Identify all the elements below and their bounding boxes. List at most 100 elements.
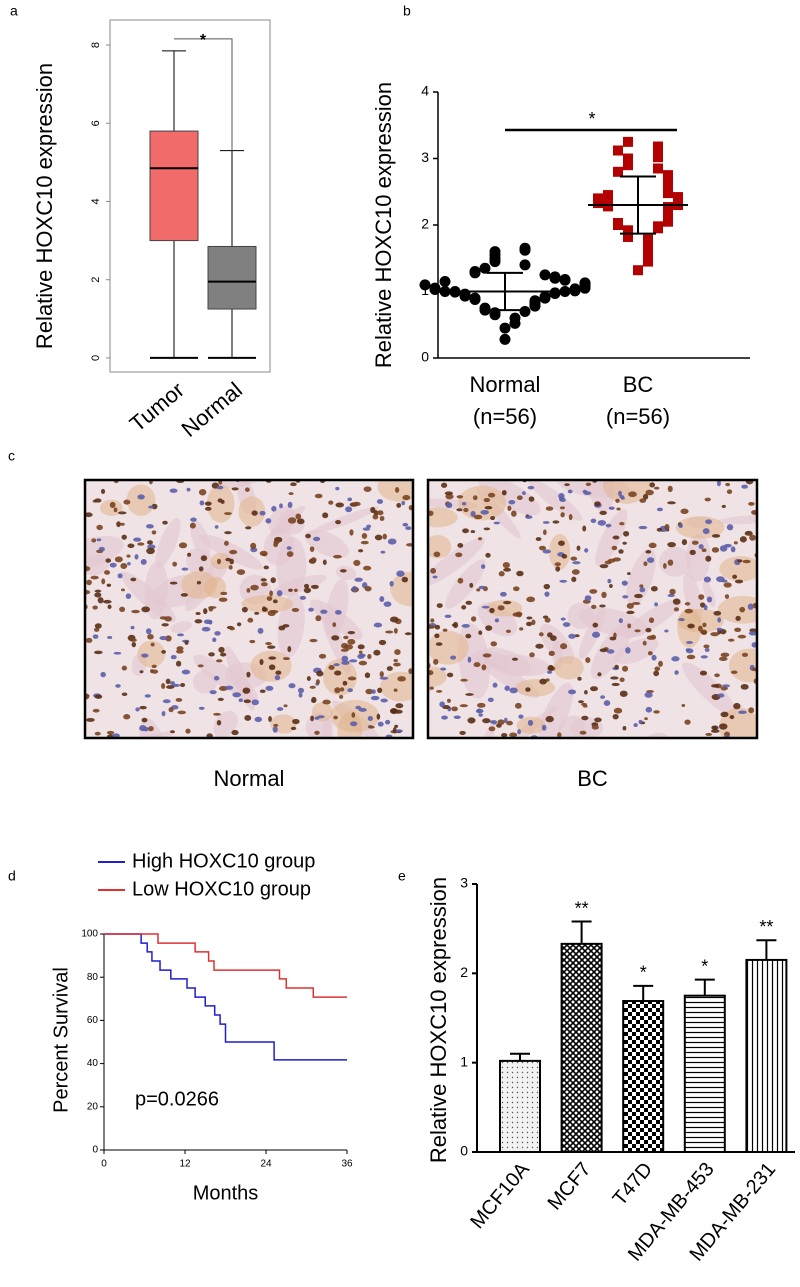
nucleus xyxy=(609,636,617,641)
image-label: Normal xyxy=(214,766,285,791)
panel-label: e xyxy=(398,868,406,884)
nucleus xyxy=(361,532,368,539)
nucleus xyxy=(436,689,443,693)
nucleus xyxy=(559,506,565,510)
nucleus xyxy=(282,657,291,661)
nucleus xyxy=(435,642,443,646)
cytoplasm xyxy=(311,702,334,722)
data-point xyxy=(549,271,561,283)
nucleus xyxy=(558,492,565,500)
nucleus xyxy=(506,720,513,726)
nucleus xyxy=(268,656,277,660)
nucleus xyxy=(429,686,434,690)
nucleus xyxy=(170,730,175,734)
nucleus xyxy=(204,506,212,511)
nucleus xyxy=(650,585,658,592)
nucleus xyxy=(383,601,392,607)
nucleus xyxy=(203,608,208,615)
cytoplasm xyxy=(337,712,363,738)
nucleus xyxy=(362,527,371,531)
nucleus xyxy=(724,594,730,599)
nucleus xyxy=(607,578,612,584)
nucleus xyxy=(310,715,314,722)
nucleus xyxy=(603,700,611,707)
nucleus xyxy=(577,676,582,681)
nucleus xyxy=(649,482,656,488)
nucleus xyxy=(406,543,413,547)
nucleus xyxy=(117,573,123,579)
y-tick-label: 3 xyxy=(421,149,429,165)
nucleus xyxy=(181,567,189,571)
nucleus xyxy=(476,588,481,592)
nucleus xyxy=(749,534,756,541)
nucleus xyxy=(380,698,388,703)
nucleus xyxy=(578,700,584,704)
nucleus xyxy=(334,687,341,694)
nucleus xyxy=(465,633,472,639)
nucleus xyxy=(288,683,296,689)
cytoplasm xyxy=(428,507,458,528)
nucleus xyxy=(734,579,744,584)
nucleus xyxy=(439,701,446,708)
cytoplasm xyxy=(241,595,294,613)
nucleus xyxy=(642,640,647,646)
nucleus xyxy=(90,575,99,580)
nucleus xyxy=(599,604,606,608)
nucleus xyxy=(733,541,738,545)
nucleus xyxy=(267,645,276,649)
cytoplasm xyxy=(137,640,166,668)
nucleus xyxy=(91,538,97,543)
nucleus xyxy=(259,510,266,516)
nucleus xyxy=(622,726,627,731)
stroma xyxy=(170,621,192,633)
nucleus xyxy=(93,650,103,655)
nucleus xyxy=(103,599,112,604)
nucleus xyxy=(85,566,91,572)
stroma xyxy=(200,429,227,464)
nucleus xyxy=(654,666,661,671)
nucleus xyxy=(137,494,145,500)
nucleus xyxy=(447,698,451,703)
nucleus xyxy=(293,588,298,593)
nucleus xyxy=(306,676,311,682)
data-point xyxy=(653,163,663,174)
significance-label: * xyxy=(200,32,207,49)
nucleus xyxy=(101,578,106,585)
nucleus xyxy=(713,610,722,616)
nucleus xyxy=(232,692,242,698)
nucleus xyxy=(187,552,192,557)
data-point xyxy=(519,305,531,317)
nucleus xyxy=(377,687,383,694)
nucleus xyxy=(214,631,221,636)
nucleus xyxy=(98,546,105,552)
nucleus xyxy=(599,564,609,569)
x-tick-label: (n=56) xyxy=(473,404,537,429)
nucleus xyxy=(719,656,728,662)
nucleus xyxy=(521,491,526,495)
nucleus xyxy=(656,527,663,532)
nucleus xyxy=(279,503,283,509)
nucleus xyxy=(639,584,644,588)
nucleus xyxy=(470,530,476,534)
nucleus xyxy=(594,717,602,723)
nucleus xyxy=(698,594,705,600)
nucleus xyxy=(589,589,598,594)
nucleus xyxy=(467,717,476,724)
nucleus xyxy=(199,500,205,506)
data-point xyxy=(469,292,481,304)
data-point xyxy=(623,225,633,236)
nucleus xyxy=(738,710,747,715)
nucleus xyxy=(161,650,166,654)
y-tick-label: 8 xyxy=(90,42,102,48)
nucleus xyxy=(314,716,320,720)
data-point xyxy=(539,269,551,281)
nucleus xyxy=(309,685,316,689)
nucleus xyxy=(719,545,728,552)
nucleus xyxy=(303,583,310,589)
nucleus xyxy=(498,571,505,577)
nucleus xyxy=(504,685,510,691)
nucleus xyxy=(459,730,466,735)
nucleus xyxy=(351,712,356,718)
significance-label: * xyxy=(701,956,708,976)
nucleus xyxy=(634,629,641,633)
